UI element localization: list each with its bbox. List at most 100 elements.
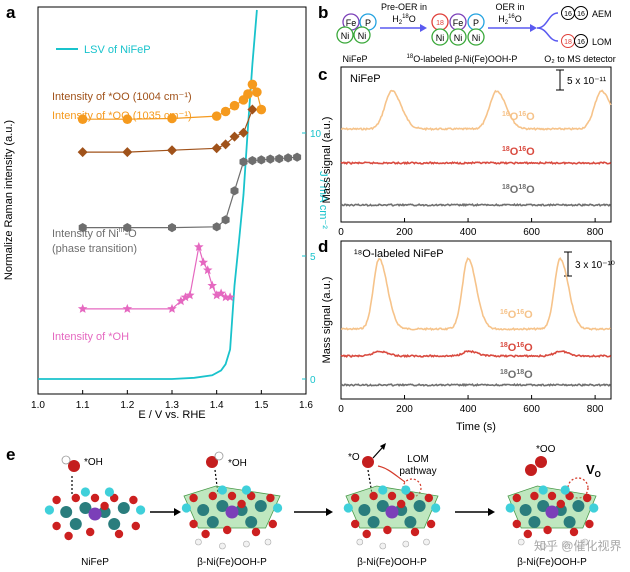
atom-ni-2-label: Ni bbox=[358, 31, 367, 41]
atom-o bbox=[362, 529, 371, 539]
atom-fe-2-label: Fe bbox=[453, 18, 464, 28]
marker-hexagon bbox=[221, 215, 230, 225]
atom-ni-2 bbox=[353, 26, 371, 44]
marker-hexagon bbox=[123, 223, 132, 233]
nifep-cluster: Fe P Ni Ni bbox=[336, 13, 377, 44]
x-tick-label: 0 bbox=[338, 227, 344, 238]
marker-circle bbox=[252, 87, 262, 97]
trace-16O16O bbox=[340, 89, 612, 132]
atom-ni bbox=[216, 500, 229, 512]
atom-o bbox=[556, 499, 565, 509]
lom-o-2 bbox=[574, 34, 588, 48]
x-tick-label: 1.5 bbox=[254, 400, 268, 411]
marker-star bbox=[211, 290, 222, 300]
x-tick-label: 800 bbox=[587, 227, 604, 238]
atom-o bbox=[387, 491, 397, 501]
atom-h bbox=[581, 538, 589, 546]
atom-ni bbox=[376, 500, 389, 512]
atom-fe bbox=[88, 507, 102, 521]
panel-c-lines bbox=[340, 89, 612, 207]
atom-ni bbox=[413, 500, 426, 512]
atom-o bbox=[351, 493, 360, 503]
marker-star bbox=[216, 288, 226, 298]
x-tick-label: 200 bbox=[396, 404, 413, 415]
atom-ni bbox=[358, 504, 371, 516]
caption-labeled: 18O-labeled β-Ni(Fe)OOH-P bbox=[407, 54, 518, 64]
atom-ni bbox=[60, 506, 73, 518]
atom-fe-label: Fe bbox=[346, 18, 357, 28]
arrow-pre-oer-head bbox=[420, 24, 427, 32]
caption-detector: O₂ to MS detector bbox=[544, 54, 616, 64]
atom-o bbox=[129, 495, 138, 505]
panel-a-marks bbox=[38, 9, 302, 380]
marker-circle bbox=[211, 111, 222, 121]
marker-star bbox=[180, 292, 191, 302]
caption-struct-3: β-Ni(Fe)OOH-P bbox=[357, 557, 427, 568]
marker-star bbox=[185, 290, 195, 300]
adsorbate-o-2 bbox=[206, 456, 218, 468]
atom-ni bbox=[108, 518, 121, 530]
panel-a-ylabel-right: J / mA cm⁻² bbox=[317, 171, 329, 229]
atom-p bbox=[104, 487, 114, 497]
atom-h bbox=[379, 542, 387, 550]
atom-ni-1 bbox=[336, 26, 354, 44]
atom-ni bbox=[254, 500, 267, 512]
x-tick-label: 1.1 bbox=[76, 400, 90, 411]
marker-circle bbox=[220, 106, 231, 117]
atom-p bbox=[378, 485, 388, 495]
label-c-1816: 18O16O bbox=[502, 146, 535, 158]
panel-c-frame bbox=[340, 66, 612, 223]
atom-o bbox=[237, 499, 246, 509]
panel-d-lines bbox=[340, 257, 612, 387]
atom-ni bbox=[367, 516, 380, 528]
marker-star bbox=[207, 280, 217, 290]
x-tick-label: 200 bbox=[396, 227, 413, 238]
adsorbate-label-4: *OO bbox=[536, 444, 556, 455]
atom-p bbox=[560, 485, 570, 495]
series-line-0 bbox=[38, 9, 258, 380]
series-line-4 bbox=[82, 246, 231, 310]
lom-pathway-label-2: pathway bbox=[399, 466, 436, 477]
panel-label-d: d bbox=[318, 237, 328, 256]
atom-o bbox=[71, 493, 81, 503]
atom-ni-3 bbox=[431, 28, 449, 46]
marker-diamond bbox=[211, 143, 222, 154]
label-d-1818: 18O18O bbox=[500, 369, 533, 381]
adsorbate-h-1 bbox=[61, 455, 71, 465]
oxygen-vacancy bbox=[567, 477, 589, 499]
panel-label-c: c bbox=[318, 65, 327, 84]
atom-ni bbox=[563, 516, 576, 528]
atom-o bbox=[201, 529, 210, 539]
label-oo-1004: Intensity of *OO (1004 cm⁻¹) bbox=[52, 91, 192, 103]
panel-c-title: NiFeP bbox=[350, 73, 381, 85]
marker-diamond bbox=[167, 145, 177, 156]
atom-ni bbox=[117, 502, 130, 514]
atom-p bbox=[505, 503, 515, 513]
atom-o bbox=[223, 525, 232, 535]
x-tick-label: 600 bbox=[523, 404, 540, 415]
atom-o bbox=[512, 519, 521, 529]
arrow-e-2-head bbox=[326, 508, 333, 516]
label-c-1616: 16O16O bbox=[502, 111, 535, 123]
atom-o bbox=[114, 529, 124, 539]
marker-hexagon bbox=[212, 222, 221, 232]
atom-p bbox=[80, 487, 90, 497]
atom-o bbox=[52, 521, 61, 531]
oer-water: H216O bbox=[498, 14, 522, 26]
atom-o bbox=[410, 527, 420, 537]
x-tick-label: 400 bbox=[460, 404, 477, 415]
trace-16O16O bbox=[340, 257, 611, 332]
marker-diamond bbox=[238, 127, 249, 138]
marker-hexagon bbox=[266, 154, 275, 164]
marker-circle bbox=[167, 113, 177, 124]
atom-ni bbox=[206, 516, 219, 528]
panel-a-ticks: 1.0 1.1 1.2 1.3 1.4 1.5 1.6 0 5 10 bbox=[31, 129, 322, 411]
marker-circle bbox=[229, 100, 240, 111]
adsorbate-o-1 bbox=[68, 460, 80, 472]
atom-p bbox=[273, 503, 283, 513]
panel-a-xlabel: E / V vs. RHE bbox=[138, 409, 205, 421]
atom-o bbox=[369, 491, 378, 501]
atom-ni-4-label: Ni bbox=[454, 33, 463, 43]
x-tick-label: 600 bbox=[523, 227, 540, 238]
